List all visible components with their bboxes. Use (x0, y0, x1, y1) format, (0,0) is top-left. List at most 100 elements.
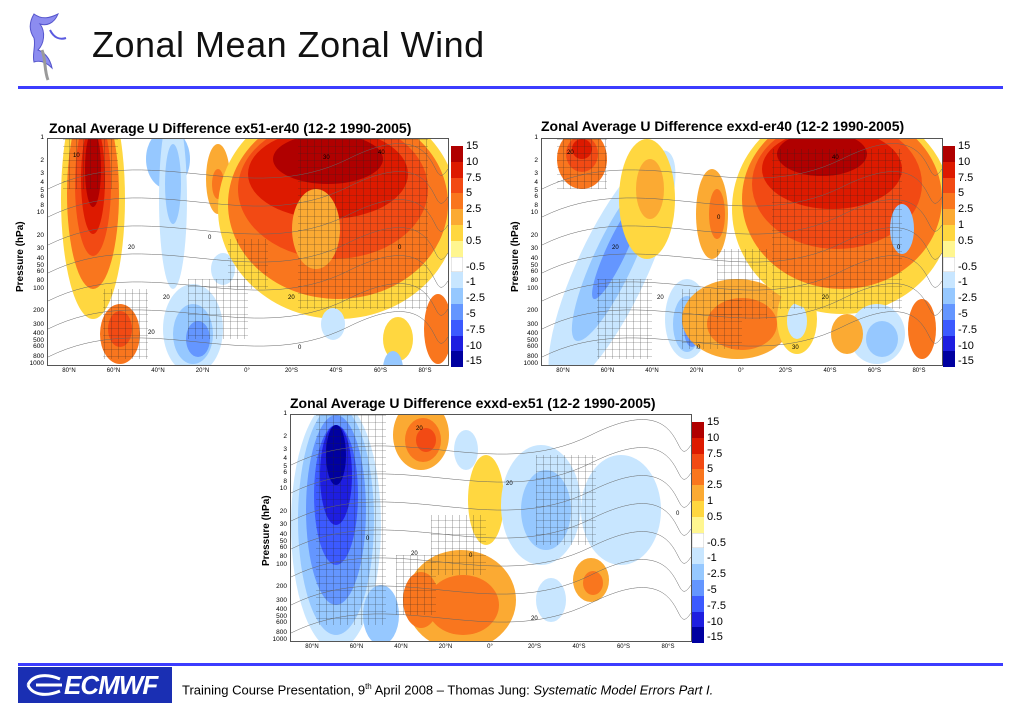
shaded-region (454, 430, 478, 470)
contour-label: 30 (792, 345, 799, 351)
y-tick-label: 10 (279, 485, 287, 493)
contour-label: 20 (128, 245, 135, 251)
contour-label: 20 (612, 245, 619, 251)
x-tick-label: 60°S (373, 368, 388, 374)
shaded-region (416, 428, 436, 452)
ecmwf-logo: ECMWF (18, 667, 172, 703)
y-tick-label: 30 (36, 245, 44, 253)
y-tick-label: 100 (33, 284, 44, 292)
legend-label: 7.5 (466, 171, 482, 184)
legend-swatch (943, 304, 955, 320)
y-tick-label: 5 (534, 186, 538, 194)
x-tick-label: 40°N (151, 368, 165, 374)
footer-middle: April 2008 – Thomas Jung: (371, 682, 534, 698)
contour-label: 0 (398, 245, 402, 251)
legend-label: 15 (466, 140, 479, 152)
legend-label: 10 (466, 155, 479, 168)
legend-swatch (943, 240, 955, 257)
heatmap-plot: 10 20 20 20 0 0 30 40 20 0 (47, 138, 449, 366)
footer-italic: Systematic Model Errors Part I. (533, 682, 714, 698)
x-tick-label: 40°S (823, 368, 837, 374)
shaded-region (787, 303, 807, 339)
x-tick-label: 0° (244, 368, 250, 374)
y-tick-label: 200 (527, 307, 538, 315)
legend-swatch (451, 240, 463, 257)
legend-swatch (943, 146, 955, 162)
shaded-region (383, 317, 413, 361)
contour-label: 20 (163, 295, 170, 301)
y-tick-label: 300 (33, 320, 44, 328)
y-tick-label: 1 (40, 134, 44, 141)
contour-label: 0 (366, 536, 370, 542)
legend-label: -0.5 (958, 260, 977, 273)
y-tick-label: 300 (527, 320, 538, 328)
contour-label: 30 (323, 155, 330, 161)
contour-label: 0 (298, 345, 302, 351)
legend-label: -7.5 (466, 323, 485, 336)
legend-label: -2.5 (466, 292, 485, 305)
legend-swatch (692, 532, 704, 549)
contour-line (48, 143, 448, 190)
contour-line (291, 419, 691, 466)
legend-swatch (943, 288, 955, 304)
x-tick-label: 20°N (195, 368, 210, 374)
significance-hatch (557, 139, 607, 189)
legend-swatch (451, 288, 463, 304)
y-tick-label: 600 (276, 619, 287, 627)
x-tick-label: 20°N (689, 368, 704, 374)
legend-swatch (943, 177, 955, 194)
x-tick-label: 60°N (106, 368, 121, 374)
y-tick-label: 300 (276, 596, 287, 604)
legend-swatch (451, 351, 463, 368)
legend-swatch (692, 580, 704, 596)
shaded-region (383, 351, 403, 365)
contour-line (291, 503, 691, 550)
legend-swatch (943, 225, 955, 241)
legend-swatch (692, 469, 704, 486)
legend-label: 15 (707, 416, 720, 428)
contour-label: 40 (832, 155, 839, 161)
significance-hatch (396, 555, 436, 615)
legend-swatch (943, 351, 955, 368)
significance-hatch (316, 415, 386, 625)
legend-swatch (943, 272, 955, 289)
x-tick-label: 80°N (556, 368, 570, 374)
y-tick-label: 400 (276, 606, 287, 614)
heatmap-plot: 20 20 20 0 0 30 40 20 0 (541, 138, 943, 366)
contour-label: 40 (378, 150, 385, 156)
legend-swatch (451, 161, 463, 178)
legend-label: 0.5 (707, 510, 723, 523)
y-tick-label: 10 (530, 209, 538, 217)
y-tick-label: 1 (534, 134, 538, 141)
contour-line (542, 143, 942, 190)
legend-label: 5 (466, 187, 473, 200)
legend-label: -5 (958, 308, 968, 320)
y-tick-label: 3 (534, 169, 538, 177)
contour-line (542, 171, 942, 218)
y-tick-label: 4 (534, 179, 538, 187)
y-tick-label: 60 (36, 267, 44, 275)
y-tick-label: 20 (36, 232, 44, 239)
legend-label: 7.5 (707, 447, 723, 460)
legend-swatch (943, 335, 955, 352)
shaded-region (427, 575, 499, 635)
x-tick-label: 40°N (394, 644, 408, 650)
legend-label: -10 (958, 339, 974, 352)
legend-swatch (451, 335, 463, 352)
legend-swatch (943, 256, 955, 273)
legend-swatch (692, 485, 704, 501)
x-tick-label: 20°S (527, 644, 542, 650)
contour-label: 20 (506, 481, 513, 487)
significance-hatch (228, 239, 268, 289)
contour-line (291, 447, 691, 494)
y-tick-label: 6 (40, 192, 44, 200)
x-tick-label: 80°N (62, 368, 76, 374)
y-tick-label: 80 (530, 277, 538, 285)
y-tick-label: 3 (283, 445, 287, 453)
y-tick-label: 600 (33, 343, 44, 351)
x-tick-label: 80°S (661, 644, 675, 650)
y-tick-label: 100 (276, 560, 287, 568)
legend-swatch (451, 319, 463, 336)
contour-label: 0 (717, 215, 721, 221)
y-tick-label: 2 (283, 432, 287, 440)
